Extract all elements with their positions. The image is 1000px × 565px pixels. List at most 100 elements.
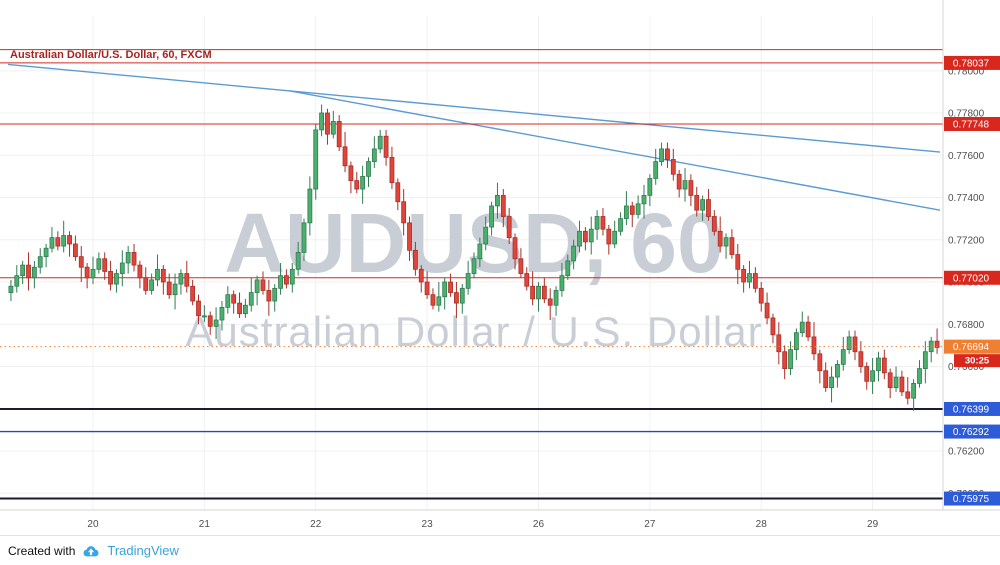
candle-body <box>254 279 260 293</box>
candle-body <box>366 161 371 177</box>
candle-body <box>166 281 172 296</box>
candle-body <box>325 112 330 135</box>
price-level-label <box>944 401 1000 416</box>
price-tick-label: 0.77200 <box>948 235 985 246</box>
candle-body <box>489 205 494 228</box>
candle-body <box>893 376 899 389</box>
candle-body <box>61 235 67 247</box>
candle-body <box>905 391 911 399</box>
candle-body <box>612 230 618 245</box>
price-level-label-text: 0.78037 <box>953 58 990 69</box>
candle-body <box>700 199 706 211</box>
time-axis-label: 27 <box>644 519 656 530</box>
candle-body <box>852 336 858 353</box>
candle-body <box>500 194 506 217</box>
candle-body <box>424 281 430 296</box>
candle-body <box>665 148 670 160</box>
candle-body <box>260 279 266 291</box>
tradingview-brand-link[interactable]: TradingView <box>107 543 179 558</box>
candle-body <box>524 273 530 287</box>
candle-body <box>225 294 231 308</box>
price-level-label-text: 0.76399 <box>953 404 990 415</box>
candle-body <box>641 194 647 205</box>
candle-body <box>530 285 536 300</box>
candle-body <box>37 256 43 268</box>
candle-body <box>559 275 565 291</box>
candle-body <box>741 268 747 283</box>
candle-body <box>119 262 125 274</box>
price-tick-label: 0.78000 <box>948 66 985 77</box>
price-tick-label: 0.76800 <box>948 320 985 331</box>
time-axis-label: 26 <box>533 519 545 530</box>
candle-body <box>541 285 547 300</box>
candle-body <box>90 268 96 279</box>
footer-bar: Created with TradingView <box>0 535 1000 565</box>
candlestick-chart[interactable]: AUDUSD, 60 Australian Dollar / U.S. Doll… <box>0 0 1000 535</box>
candle-body <box>870 370 875 382</box>
candle-body <box>922 351 928 370</box>
candle-body <box>336 121 342 148</box>
candle-body <box>401 201 407 224</box>
candle-body <box>840 349 846 365</box>
candle-body <box>682 180 688 190</box>
candle-body <box>911 382 917 399</box>
candle-body <box>454 292 459 304</box>
axis-layer: 0.78000 0.77800 0.77600 0.77400 0.77200 0.770… <box>0 0 1000 535</box>
price-level-label <box>944 424 1000 439</box>
candle-body <box>137 264 143 279</box>
candle-body <box>829 376 834 389</box>
candle-body <box>711 216 717 232</box>
candle-body <box>448 281 453 293</box>
candle-body <box>659 148 664 162</box>
candle-body <box>729 237 735 255</box>
symbol-name-watermark: Australian Dollar / U.S. Dollar <box>185 308 762 355</box>
candle-body <box>512 237 518 260</box>
candle-body <box>190 285 196 302</box>
candle-body <box>14 275 20 287</box>
candle-body <box>752 273 758 289</box>
candle-body <box>330 121 336 135</box>
candle-body <box>688 180 694 196</box>
candle-body <box>588 228 594 243</box>
time-axis[interactable] <box>0 510 1000 535</box>
candle-body <box>31 266 37 279</box>
candle-body <box>55 237 61 247</box>
candle-body <box>84 266 90 279</box>
chart-legend[interactable]: Australian Dollar/U.S. Dollar, 60, FXCM <box>10 49 212 61</box>
price-tick-label: 0.76600 <box>948 362 985 373</box>
time-axis-label: 21 <box>199 519 211 530</box>
candle-body <box>219 306 225 321</box>
candle-body <box>635 203 641 215</box>
candle-body <box>717 230 723 247</box>
candle-body <box>313 129 319 190</box>
candle-body <box>442 281 448 298</box>
candle-body <box>793 332 799 351</box>
candle-body <box>571 245 577 262</box>
candle-body <box>817 353 823 372</box>
trendline[interactable] <box>7 63 941 153</box>
trendline-layer <box>7 63 941 211</box>
candle-body <box>483 226 489 245</box>
candle-body <box>289 268 295 285</box>
time-axis-label: 22 <box>310 519 322 530</box>
candle-body <box>184 273 190 287</box>
tradingview-cloud-icon[interactable] <box>81 543 101 558</box>
candle-body <box>858 351 864 367</box>
candle-body <box>799 321 805 334</box>
price-level-label-text: 0.77748 <box>953 119 990 130</box>
candle-body <box>395 182 401 203</box>
candle-body <box>307 188 313 224</box>
candle-body <box>495 194 500 207</box>
candle-body <box>776 334 782 353</box>
candle-body <box>20 264 26 277</box>
price-axis[interactable] <box>943 0 1000 510</box>
candle-body <box>788 349 793 370</box>
candle-body <box>547 298 553 306</box>
candle-body <box>782 351 788 370</box>
candle-body <box>694 194 700 211</box>
candle-body <box>377 135 383 150</box>
price-level-label <box>944 491 1000 506</box>
candle-body <box>319 112 324 131</box>
trendline[interactable] <box>289 90 941 211</box>
candle-body <box>354 180 360 190</box>
